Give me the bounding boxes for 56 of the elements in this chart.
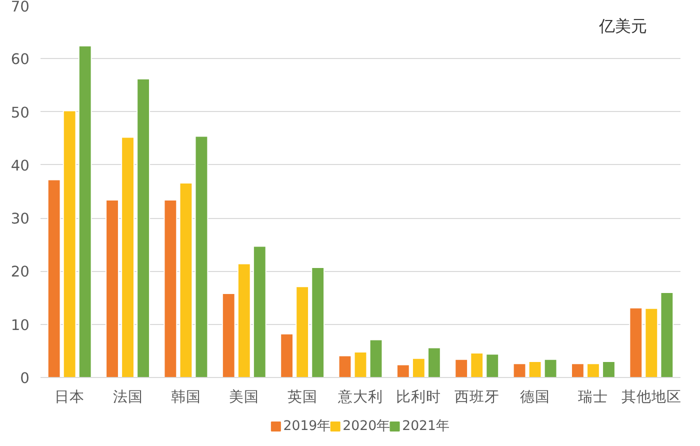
bar — [369, 339, 383, 378]
bar — [106, 200, 119, 378]
bar — [280, 333, 294, 378]
x-tick-label: 美国 — [229, 388, 260, 406]
legend-label: 2021年 — [402, 419, 450, 434]
bar — [121, 136, 134, 378]
bar — [470, 352, 484, 378]
x-tick-label: 瑞士 — [578, 388, 608, 406]
annotation: 亿美元 — [598, 16, 648, 36]
y-tick-label: 40 — [10, 157, 30, 174]
x-tick-label: 英国 — [287, 388, 318, 406]
y-tick-label: 0 — [20, 370, 30, 387]
y-tick-label: 20 — [10, 264, 30, 281]
bar — [194, 136, 208, 378]
y-tick-label: 30 — [10, 210, 30, 228]
x-tick-label: 比利时 — [396, 388, 442, 406]
bar — [179, 182, 193, 378]
bar — [512, 363, 526, 378]
bar — [164, 200, 178, 378]
x-tick-label: 法国 — [112, 388, 143, 406]
legend-label: 2020年 — [342, 419, 390, 434]
bar — [412, 358, 426, 378]
x-tick-label: 日本 — [54, 388, 85, 406]
y-tick-label: 50 — [10, 104, 30, 122]
bar — [62, 110, 76, 378]
y-tick-label: 70 — [10, 0, 30, 16]
bar — [296, 286, 310, 378]
legend-label: 2019年 — [283, 419, 330, 434]
bar — [237, 263, 251, 378]
bar — [602, 361, 616, 378]
bar — [427, 347, 441, 378]
bar — [454, 358, 468, 378]
bar — [47, 179, 61, 378]
bar — [222, 293, 236, 378]
bar — [660, 292, 674, 378]
bar — [486, 354, 500, 378]
bar — [544, 358, 558, 378]
x-tick-label: 西班牙 — [454, 388, 500, 406]
x-tick-label: 其他地区 — [621, 388, 682, 406]
bar — [338, 355, 352, 378]
y-tick-label: 10 — [10, 316, 30, 334]
bar — [78, 45, 92, 378]
x-tick-label: 德国 — [520, 388, 550, 406]
bar — [528, 361, 542, 378]
x-tick-label: 意大利 — [337, 388, 383, 406]
y-tick-label: 60 — [10, 51, 30, 68]
bar — [571, 363, 584, 378]
bar — [396, 364, 410, 378]
x-tick-label: 韩国 — [170, 388, 201, 406]
bar — [311, 266, 325, 378]
bar — [136, 78, 150, 378]
bar — [644, 308, 658, 378]
bar — [252, 246, 266, 378]
bar — [586, 363, 600, 378]
bar — [629, 307, 643, 378]
bar — [354, 351, 368, 378]
